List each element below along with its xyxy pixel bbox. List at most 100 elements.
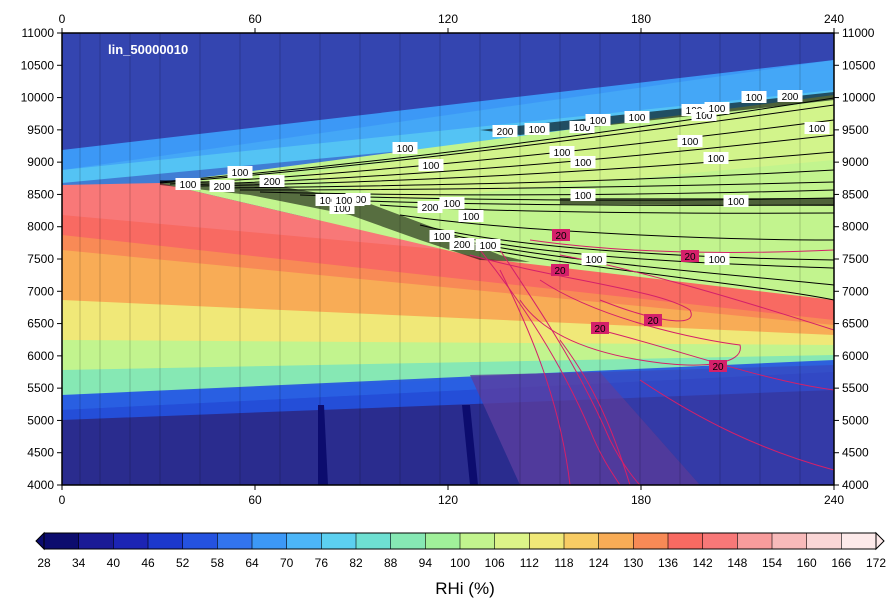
colorbar-swatch [841, 533, 877, 549]
contour-label: 100 [586, 255, 603, 266]
x-tick-label-bottom: 180 [631, 493, 651, 507]
contour-label-bg-magenta [551, 264, 569, 276]
contour-label: 100 [397, 144, 414, 155]
contour-label-magenta: 20 [555, 231, 567, 242]
colorbar-tick-label: 82 [349, 556, 363, 570]
y-tick-label-right: 9000 [842, 155, 869, 169]
colorbar-tick-label: 70 [280, 556, 294, 570]
colorbar-tick-label: 172 [866, 556, 886, 570]
contour-label-bg-magenta [681, 250, 699, 262]
colorbar-swatch [806, 533, 842, 549]
x-tick-label-bottom: 60 [248, 493, 262, 507]
y-tick-label-left: 6000 [27, 349, 54, 363]
contour-label-bg [417, 201, 443, 213]
contour-label-bg [209, 180, 235, 192]
contour-label-bg [804, 122, 830, 134]
x-tick-label-top: 0 [59, 12, 66, 26]
contour-label-magenta: 20 [712, 362, 724, 373]
colorbar-swatch [564, 533, 600, 549]
y-tick-label-left: 10000 [21, 91, 55, 105]
y-tick-label-right: 7500 [842, 252, 869, 266]
contour-label: 100 [180, 180, 197, 191]
colorbar-swatch [702, 533, 738, 549]
colorbar-swatch [598, 533, 634, 549]
colorbar-swatch [494, 533, 530, 549]
chart-title: lin_50000010 [108, 42, 188, 57]
x-tick-label-bottom: 240 [824, 493, 844, 507]
colorbar-tick-label: 136 [658, 556, 678, 570]
x-axis-top: 0 60 120 180 240 [59, 12, 844, 33]
y-tick-label-left: 4000 [27, 478, 54, 492]
y-tick-label-left: 5500 [27, 381, 54, 395]
colorbar-tick-label: 112 [520, 556, 539, 570]
contour-label: 200 [454, 240, 471, 251]
contour-label-bg [570, 156, 596, 168]
colorbar-tick-label: 94 [419, 556, 433, 570]
colorbar-ticks: 28 34 40 46 52 58 64 70 76 82 88 94 100 106 112 118 124 1… [37, 533, 886, 570]
colorbar-swatch [772, 533, 808, 549]
colorbar-swatch [113, 533, 149, 549]
contour-label: 100 [590, 116, 607, 127]
y-tick-label-left: 5000 [27, 413, 54, 427]
colorbar-tick-label: 100 [450, 556, 470, 570]
y-tick-label-right: 10500 [842, 58, 876, 72]
contour-label-bg [458, 210, 484, 222]
contour-label: 100 [444, 199, 461, 210]
y-tick-label-right: 9500 [842, 123, 869, 137]
colorbar-swatch [529, 533, 565, 549]
colorbar-min-arrow [35, 531, 45, 551]
y-tick-label-left: 8500 [27, 187, 54, 201]
contour-label-bg [429, 230, 455, 242]
contour-label-bg [570, 189, 596, 201]
colorbar-tick-label: 106 [485, 556, 505, 570]
contour-label: 100 [574, 123, 591, 134]
y-tick-label-right: 8500 [842, 187, 869, 201]
contour-label: 200 [422, 203, 439, 214]
contour-label: 100 [629, 113, 646, 124]
contour-label-bg [259, 175, 285, 187]
contour-label-bg [392, 142, 418, 154]
contour-label-bg [475, 239, 501, 251]
heatmap-field [62, 33, 834, 485]
contour-label-bg [524, 123, 550, 135]
contour-label: 100 [434, 232, 451, 243]
contour-label-bg [418, 159, 444, 171]
colorbar-tick-label: 64 [245, 556, 259, 570]
contour-label-bg [549, 146, 575, 158]
contour-label-bg [777, 90, 803, 102]
y-tick-label-right: 6000 [842, 349, 869, 363]
contour-label: 100 [463, 212, 480, 223]
y-tick-label-left: 6500 [27, 317, 54, 331]
contour-label: 200 [782, 92, 799, 103]
contour-label-magenta: 20 [554, 266, 566, 277]
colorbar-tick-label: 118 [554, 556, 573, 570]
contour-label: 100 [709, 104, 726, 115]
colorbar-swatch [356, 533, 392, 549]
x-tick-label-bottom: 0 [59, 493, 66, 507]
colorbar-swatch [44, 533, 80, 549]
colorbar-tick-label: 34 [72, 556, 86, 570]
colorbar-swatch [78, 533, 114, 549]
colorbar-tick-label: 46 [141, 556, 155, 570]
y-tick-label-right: 7000 [842, 284, 869, 298]
contour-label-bg [439, 197, 465, 209]
contour-label: 100 [554, 148, 571, 159]
y-axis-left: 4000 4500 5000 5500 6000 6500 7000 7500 8000 8500… [21, 26, 62, 492]
contour-label: 100 [480, 241, 497, 252]
colorbar-tick-label: 28 [37, 556, 51, 570]
contour-label: 100 [423, 161, 440, 172]
x-tick-label-top: 120 [438, 12, 458, 26]
x-tick-label-top: 240 [824, 12, 844, 26]
colorbar-tick-label: 76 [315, 556, 329, 570]
colorbar-tick-label: 40 [107, 556, 121, 570]
contour-label-bg-magenta [709, 360, 727, 372]
contour-label-bg [585, 114, 611, 126]
contour-label: 100 [529, 125, 546, 136]
contour-label: 100 [575, 191, 592, 202]
colorbar-tick-label: 142 [693, 556, 713, 570]
y-tick-label-right: 5500 [842, 381, 869, 395]
y-tick-label-left: 9000 [27, 155, 54, 169]
contour-label: 200 [350, 195, 367, 206]
colorbar-swatch [182, 533, 218, 549]
colorbar-tick-label: 88 [384, 556, 398, 570]
